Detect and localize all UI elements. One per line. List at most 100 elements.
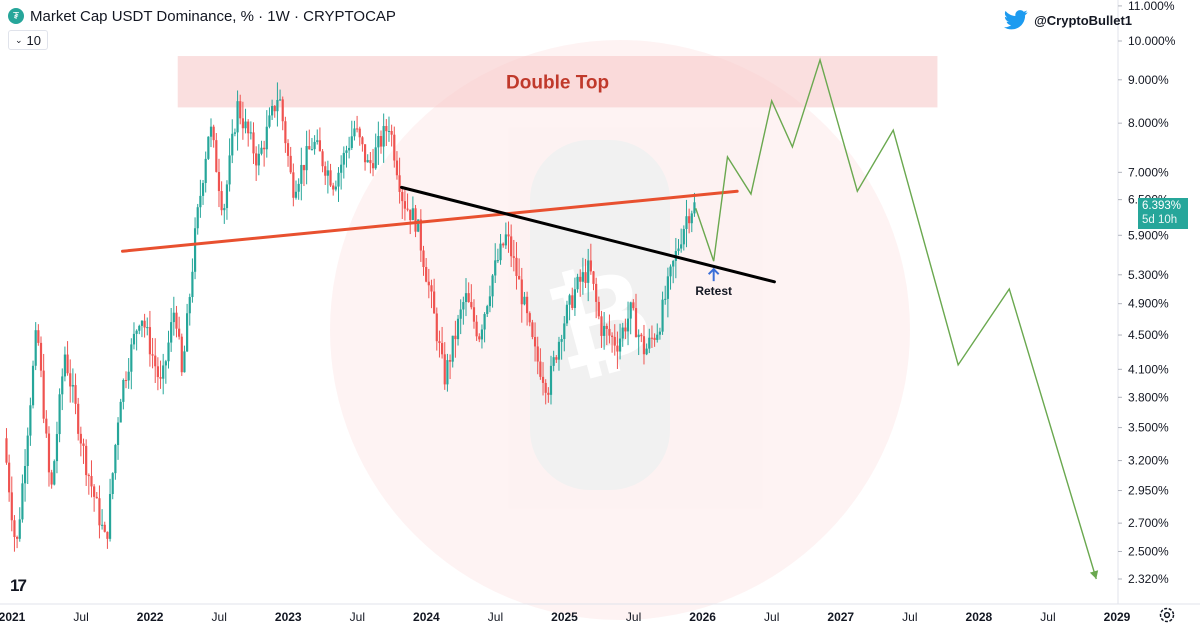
candle-body — [366, 160, 369, 163]
candle-body — [10, 492, 13, 521]
candle-body — [446, 360, 449, 385]
x-tick-label: 2022 — [137, 610, 164, 624]
candle-body — [528, 313, 531, 323]
twitter-bird-icon — [1004, 10, 1028, 30]
candle-body — [310, 149, 314, 151]
candle-body — [8, 462, 11, 493]
candle-body — [645, 348, 648, 355]
candle-body — [350, 136, 353, 148]
candle-body — [467, 293, 470, 302]
candle-body — [626, 318, 630, 332]
candle-body — [653, 337, 656, 340]
candle-body — [409, 209, 412, 221]
candle-body — [629, 302, 632, 319]
x-tick-label: 2028 — [966, 610, 993, 624]
candle-body — [154, 355, 157, 367]
candle-body — [23, 465, 27, 484]
x-tick-label: Jul — [764, 610, 779, 624]
candle-body — [321, 151, 324, 167]
x-tick-label: 2021 — [0, 610, 26, 624]
candle-body — [215, 140, 218, 172]
candle-body — [411, 208, 414, 221]
trend-line — [400, 185, 776, 284]
candle-body — [576, 276, 579, 290]
candle-body — [597, 301, 600, 317]
candle-body — [435, 313, 438, 342]
tether-logo-icon: ₮ — [8, 8, 24, 24]
candle-body — [284, 121, 287, 144]
candle-body — [480, 329, 484, 340]
candle-body — [579, 276, 582, 282]
y-tick-label: 3.800% — [1128, 390, 1169, 404]
candle-body — [79, 433, 82, 444]
candle-body — [536, 346, 539, 362]
candle-body — [233, 132, 237, 134]
candle-body — [664, 298, 667, 300]
candle-body — [685, 216, 688, 229]
candle-body — [682, 228, 685, 245]
candle-body — [231, 133, 234, 156]
candle-body — [18, 519, 21, 539]
candle-body — [66, 354, 69, 374]
candle-body — [456, 318, 460, 340]
candle-body — [433, 291, 436, 314]
candle-body — [308, 146, 311, 150]
candle-body — [47, 433, 51, 473]
candle-body — [483, 314, 486, 330]
candle-body — [156, 366, 159, 378]
candle-body — [403, 201, 407, 209]
candle-body — [278, 99, 282, 101]
x-tick-label: Jul — [350, 610, 365, 624]
candle-body — [143, 320, 146, 328]
candle-body — [175, 312, 178, 329]
candle-body — [547, 392, 550, 395]
candle-body — [114, 445, 117, 474]
price-axis[interactable]: 2.320% 2.500% 2.700% 2.950% 3.200% 3.500% 3.80… — [1118, 0, 1176, 586]
candle-body — [438, 341, 441, 344]
candle-body — [552, 357, 555, 366]
candle-body — [361, 137, 364, 145]
author-handle-text: @CryptoBullet1 — [1034, 12, 1132, 28]
candle-body — [316, 140, 319, 142]
candle-body — [71, 385, 74, 387]
candle-body — [377, 136, 380, 148]
time-axis[interactable]: 2021 Jul 2022 Jul 2023 Jul 2024 Jul 2025 Jul 2026 J… — [0, 610, 1131, 624]
candle-body — [382, 126, 385, 147]
bar-countdown: 5d 10h — [1142, 214, 1178, 226]
settings-gear-icon[interactable] — [1158, 606, 1176, 624]
y-tick-label: 8.000% — [1128, 116, 1169, 130]
y-tick-label: 5.900% — [1128, 228, 1169, 242]
candle-body — [31, 365, 35, 406]
candle-body — [613, 336, 616, 346]
interval-selector[interactable]: ⌄ 10 — [8, 30, 49, 50]
double-top-label: Double Top — [506, 73, 609, 94]
candle-body — [138, 325, 141, 331]
candle-body — [199, 195, 202, 208]
candle-body — [417, 219, 420, 232]
candle-body — [172, 312, 175, 323]
candle-body — [95, 496, 98, 499]
candle-body — [148, 327, 152, 355]
candle-body — [130, 344, 133, 372]
retest-arrow-icon — [707, 267, 720, 282]
candle-body — [217, 171, 221, 192]
candle-body — [608, 328, 611, 336]
chart-title: Market Cap USDT Dominance, % · 1W · CRYP… — [30, 7, 396, 25]
candle-body — [398, 175, 401, 192]
candle-body — [549, 365, 553, 395]
candle-body — [247, 121, 250, 134]
y-tick-label: 4.500% — [1128, 328, 1169, 342]
candle-body — [427, 281, 430, 286]
candle-body — [127, 371, 130, 381]
candle-body — [451, 335, 454, 362]
candle-body — [101, 524, 104, 526]
y-tick-label: 11.000% — [1128, 0, 1175, 13]
candle-body — [265, 126, 268, 150]
candle-body — [223, 208, 226, 211]
candle-body — [225, 184, 229, 209]
candle-body — [640, 334, 643, 337]
candle-body — [605, 325, 608, 329]
candle-body — [188, 297, 191, 314]
candle-body — [459, 309, 462, 319]
candle-body — [680, 244, 683, 249]
